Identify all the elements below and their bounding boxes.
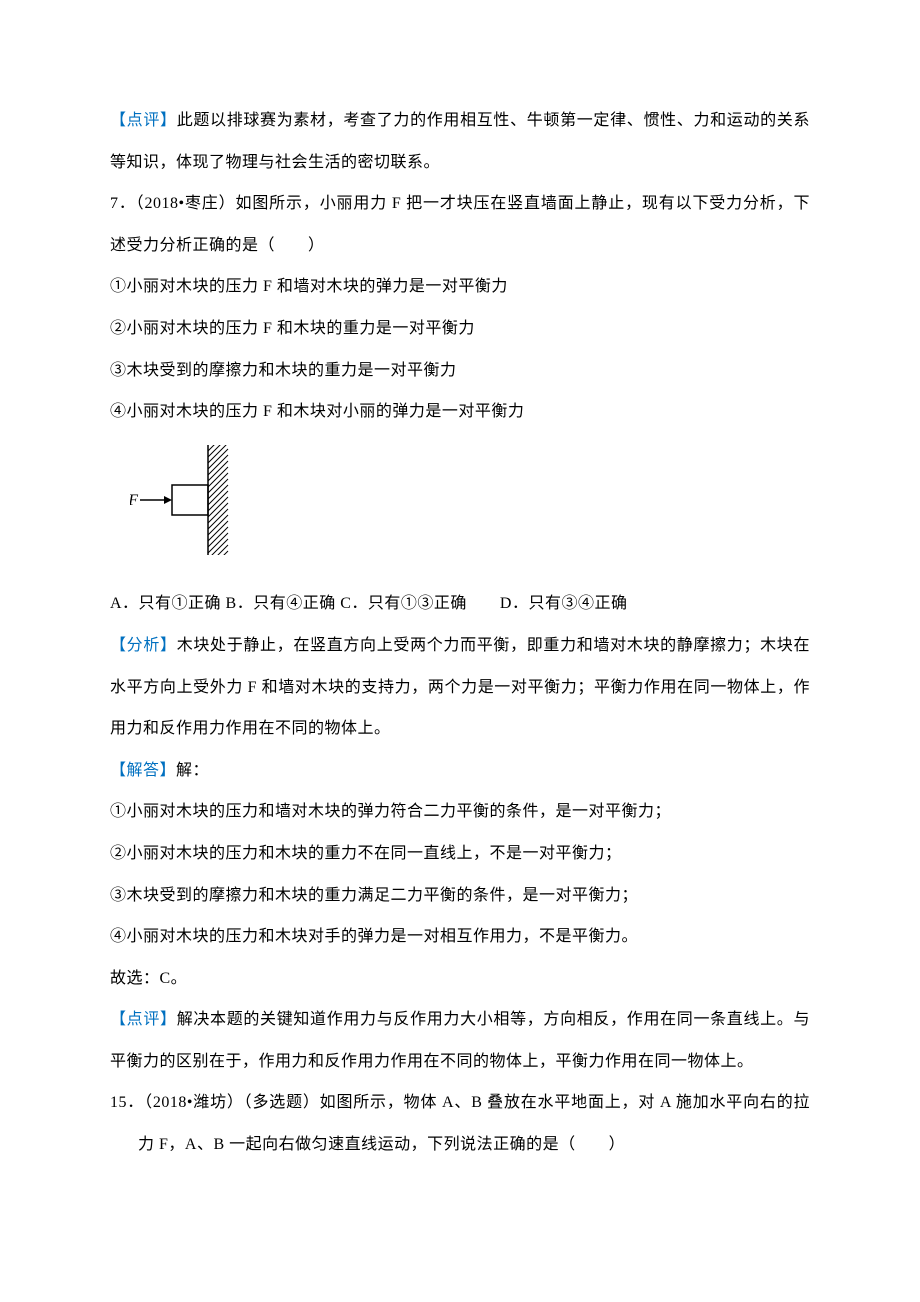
force-svg: F [130, 445, 240, 555]
svg-text:F: F [130, 492, 138, 509]
label-analysis: 【分析】 [110, 637, 177, 654]
answer-line-1: ①小丽对木块的压力和墙对木块的弹力符合二力平衡的条件，是一对平衡力； [110, 791, 810, 833]
label-answer: 【解答】 [110, 762, 176, 779]
text-p9: 解： [176, 762, 209, 779]
answer-line-3: ③木块受到的摩擦力和木块的重力满足二力平衡的条件，是一对平衡力； [110, 875, 810, 917]
answer-conclusion: 故选：C。 [110, 958, 810, 1000]
choices-line: A．只有①正确 B．只有④正确 C．只有①③正确 D．只有③④正确 [110, 583, 810, 625]
question-7-stem: 7．（2018•枣庄）如图所示，小丽用力 F 把一才块压在竖直墙面上静止，现有以… [110, 183, 810, 266]
label-comment-2: 【点评】 [110, 1011, 177, 1028]
answer-line-4: ④小丽对木块的压力和木块对手的弹力是一对相互作用力，不是平衡力。 [110, 916, 810, 958]
comment-paragraph-2: 【点评】解决本题的关键知道作用力与反作用力大小相等，方向相反，作用在同一条直线上… [110, 999, 810, 1082]
answer-line-2: ②小丽对木块的压力和木块的重力不在同一直线上，不是一对平衡力； [110, 833, 810, 875]
option-2: ②小丽对木块的压力 F 和木块的重力是一对平衡力 [110, 308, 810, 350]
answer-paragraph: 【解答】解： [110, 750, 810, 792]
option-4: ④小丽对木块的压力 F 和木块对小丽的弹力是一对平衡力 [110, 391, 810, 433]
text-p15: 解决本题的关键知道作用力与反作用力大小相等，方向相反，作用在同一条直线上。与平衡… [110, 1011, 810, 1070]
option-3: ③木块受到的摩擦力和木块的重力是一对平衡力 [110, 350, 810, 392]
question-15-stem: 15．（2018•潍坊）（多选题）如图所示，物体 A、B 叠放在水平地面上，对 … [110, 1082, 810, 1165]
comment-paragraph-1: 【点评】此题以排球赛为素材，考查了力的作用相互性、牛顿第一定律、惯性、力和运动的… [110, 100, 810, 183]
label-comment: 【点评】 [110, 112, 177, 129]
option-1: ①小丽对木块的压力 F 和墙对木块的弹力是一对平衡力 [110, 266, 810, 308]
force-diagram: F [130, 445, 810, 572]
analysis-paragraph: 【分析】木块处于静止，在竖直方向上受两个力而平衡，即重力和墙对木块的静摩擦力；木… [110, 625, 810, 750]
text-p8: 木块处于静止，在竖直方向上受两个力而平衡，即重力和墙对木块的静摩擦力；木块在水平… [110, 637, 810, 737]
text-p1: 此题以排球赛为素材，考查了力的作用相互性、牛顿第一定律、惯性、力和运动的关系等知… [110, 112, 810, 171]
